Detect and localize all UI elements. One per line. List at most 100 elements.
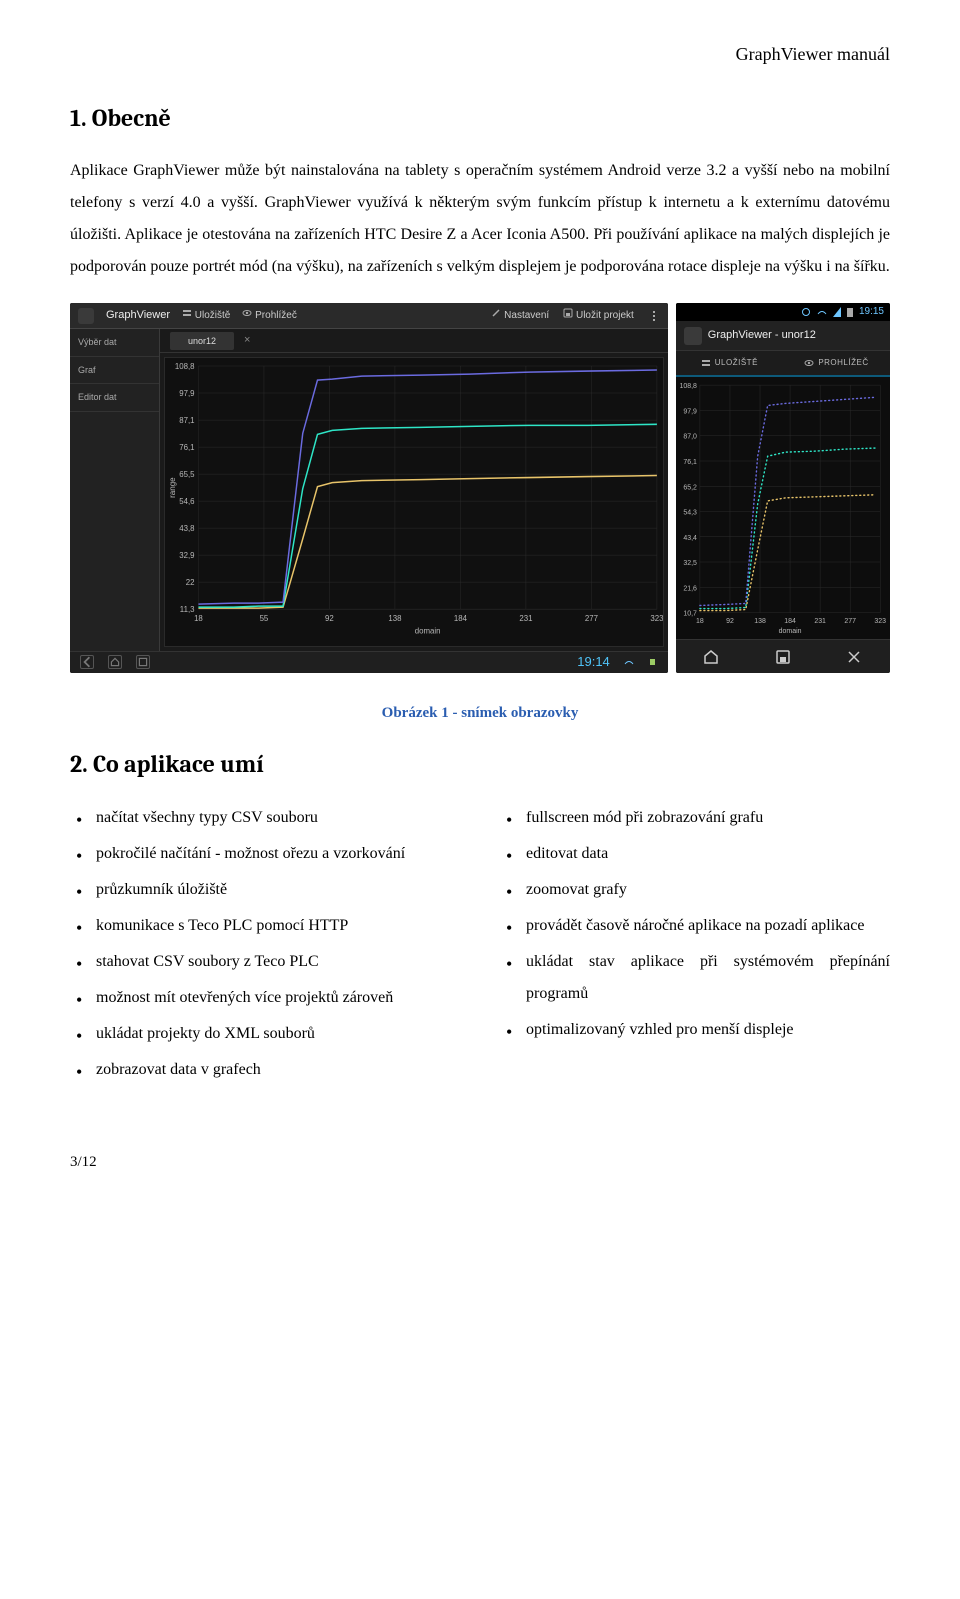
save-icon — [563, 308, 573, 318]
phone-statusbar: 19:15 — [676, 303, 890, 321]
tablet-app-name: GraphViewer — [106, 307, 170, 325]
tablet-menu-ulozit[interactable]: Uložit projekt — [563, 308, 634, 324]
svg-text:184: 184 — [784, 618, 796, 625]
menu-label: Uložit projekt — [576, 310, 634, 321]
phone-title-text: GraphViewer - unor12 — [708, 327, 816, 345]
dataset-dropdown[interactable]: unor12 — [170, 332, 234, 350]
features-columns: načítat všechny typy CSV souboru pokročil… — [70, 802, 890, 1090]
feature-item: editovat data — [526, 838, 890, 870]
app-icon — [684, 327, 702, 345]
svg-text:138: 138 — [754, 618, 766, 625]
svg-text:65,5: 65,5 — [179, 470, 195, 479]
close-icon[interactable] — [845, 648, 863, 666]
features-right: fullscreen mód při zobrazování grafuedit… — [500, 802, 890, 1090]
feature-item: průzkumník úložiště — [96, 874, 460, 906]
feature-item: provádět časově náročné aplikace na poza… — [526, 910, 890, 942]
side-vyber-dat[interactable]: Výběr dat — [70, 329, 159, 356]
feature-item: pokročilé načítání - možnost ořezu a vzo… — [96, 838, 460, 870]
svg-text:138: 138 — [388, 615, 402, 624]
svg-text:domain: domain — [778, 628, 801, 635]
eye-icon — [242, 308, 252, 318]
tab-label: ULOŽIŠTĚ — [715, 357, 758, 370]
wrench-icon — [491, 308, 501, 318]
feature-item: možnost mít otevřených více projektů zár… — [96, 982, 460, 1014]
battery-icon — [847, 307, 853, 317]
svg-text:108,8: 108,8 — [679, 383, 697, 390]
phone-screenshot: 19:15 GraphViewer - unor12 ULOŽIŠTĚ PROH… — [676, 303, 890, 673]
storage-icon — [182, 308, 192, 318]
tablet-menu-nastaveni[interactable]: Nastavení — [491, 308, 549, 324]
svg-text:32,9: 32,9 — [179, 551, 195, 560]
svg-text:97,9: 97,9 — [179, 389, 195, 398]
svg-text:18: 18 — [696, 618, 704, 625]
signal-icon — [833, 307, 841, 317]
phone-chart[interactable]: 108,897,987,076,165,254,343,432,521,610,… — [676, 377, 890, 639]
tablet-screenshot: GraphViewer Uložiště Prohlížeč Nastavení… — [70, 303, 668, 673]
tablet-actionbar: GraphViewer Uložiště Prohlížeč Nastavení… — [70, 303, 668, 329]
doc-header-title: GraphViewer manuál — [70, 40, 890, 69]
tablet-menu-prohlizec[interactable]: Prohlížeč — [242, 308, 296, 324]
svg-text:277: 277 — [585, 615, 599, 624]
eye-icon — [804, 358, 814, 368]
tab-prohlizec[interactable]: PROHLÍŽEČ — [783, 351, 890, 375]
home-icon[interactable] — [108, 655, 122, 669]
svg-text:21,6: 21,6 — [683, 586, 697, 593]
svg-text:108,8: 108,8 — [175, 362, 195, 371]
clear-icon[interactable]: × — [244, 332, 250, 350]
phone-toolbar — [676, 639, 890, 673]
section1-heading: 1. Obecně — [70, 99, 890, 137]
svg-text:97,9: 97,9 — [683, 409, 697, 416]
svg-text:231: 231 — [519, 615, 533, 624]
svg-text:54,3: 54,3 — [683, 510, 697, 517]
storage-icon — [701, 358, 711, 368]
svg-text:65,2: 65,2 — [683, 484, 697, 491]
svg-text:domain: domain — [415, 627, 441, 636]
tablet-navbar: 19:14 — [70, 651, 668, 673]
section1-body: Aplikace GraphViewer může být nainstalov… — [70, 155, 890, 283]
tablet-dataset-selector: unor12 × — [160, 329, 668, 353]
home-icon[interactable] — [702, 648, 720, 666]
menu-label: Prohlížeč — [255, 310, 297, 321]
svg-text:76,1: 76,1 — [683, 459, 697, 466]
wifi-icon — [817, 307, 827, 317]
svg-text:231: 231 — [814, 618, 826, 625]
tab-label: PROHLÍŽEČ — [818, 357, 868, 370]
tablet-sidebar: Výběr dat Graf Editor dat — [70, 329, 160, 650]
svg-text:55: 55 — [260, 615, 269, 624]
overflow-icon[interactable] — [648, 310, 660, 322]
svg-text:92: 92 — [726, 618, 734, 625]
side-graf[interactable]: Graf — [70, 357, 159, 384]
features-left: načítat všechny typy CSV souboru pokročil… — [70, 802, 460, 1090]
svg-text:323: 323 — [874, 618, 886, 625]
page-number: 3/12 — [70, 1150, 890, 1174]
svg-text:18: 18 — [194, 615, 203, 624]
svg-text:32,5: 32,5 — [683, 560, 697, 567]
tablet-chart[interactable]: 108,897,987,176,165,554,643,832,92211,31… — [164, 357, 664, 646]
feature-item: stahovat CSV soubory z Teco PLC — [96, 946, 460, 978]
save-icon[interactable] — [774, 648, 792, 666]
feature-item: načítat všechny typy CSV souboru — [96, 802, 460, 834]
svg-text:10,7: 10,7 — [683, 611, 697, 618]
wifi-icon — [624, 657, 634, 667]
phone-tabs: ULOŽIŠTĚ PROHLÍŽEČ — [676, 351, 890, 377]
recent-icon[interactable] — [136, 655, 150, 669]
alarm-icon — [801, 307, 811, 317]
menu-label: Uložiště — [195, 310, 231, 321]
feature-item: zobrazovat data v grafech — [96, 1054, 460, 1086]
side-editor-dat[interactable]: Editor dat — [70, 384, 159, 411]
svg-text:76,1: 76,1 — [179, 443, 195, 452]
tab-uloziste[interactable]: ULOŽIŠTĚ — [676, 351, 783, 375]
svg-text:277: 277 — [844, 618, 856, 625]
back-icon[interactable] — [80, 655, 94, 669]
svg-text:11,3: 11,3 — [180, 606, 195, 615]
svg-text:range: range — [168, 477, 177, 498]
battery-icon — [648, 657, 658, 667]
svg-text:87,0: 87,0 — [683, 434, 697, 441]
svg-text:323: 323 — [650, 615, 662, 624]
menu-label: Nastavení — [504, 310, 549, 321]
feature-item: optimalizovaný vzhled pro menší displeje — [526, 1014, 890, 1046]
tablet-menu-uloziste[interactable]: Uložiště — [182, 308, 230, 324]
figure-caption: Obrázek 1 - snímek obrazovky — [70, 701, 890, 725]
feature-item: ukládat projekty do XML souborů — [96, 1018, 460, 1050]
phone-clock: 19:15 — [859, 304, 884, 320]
